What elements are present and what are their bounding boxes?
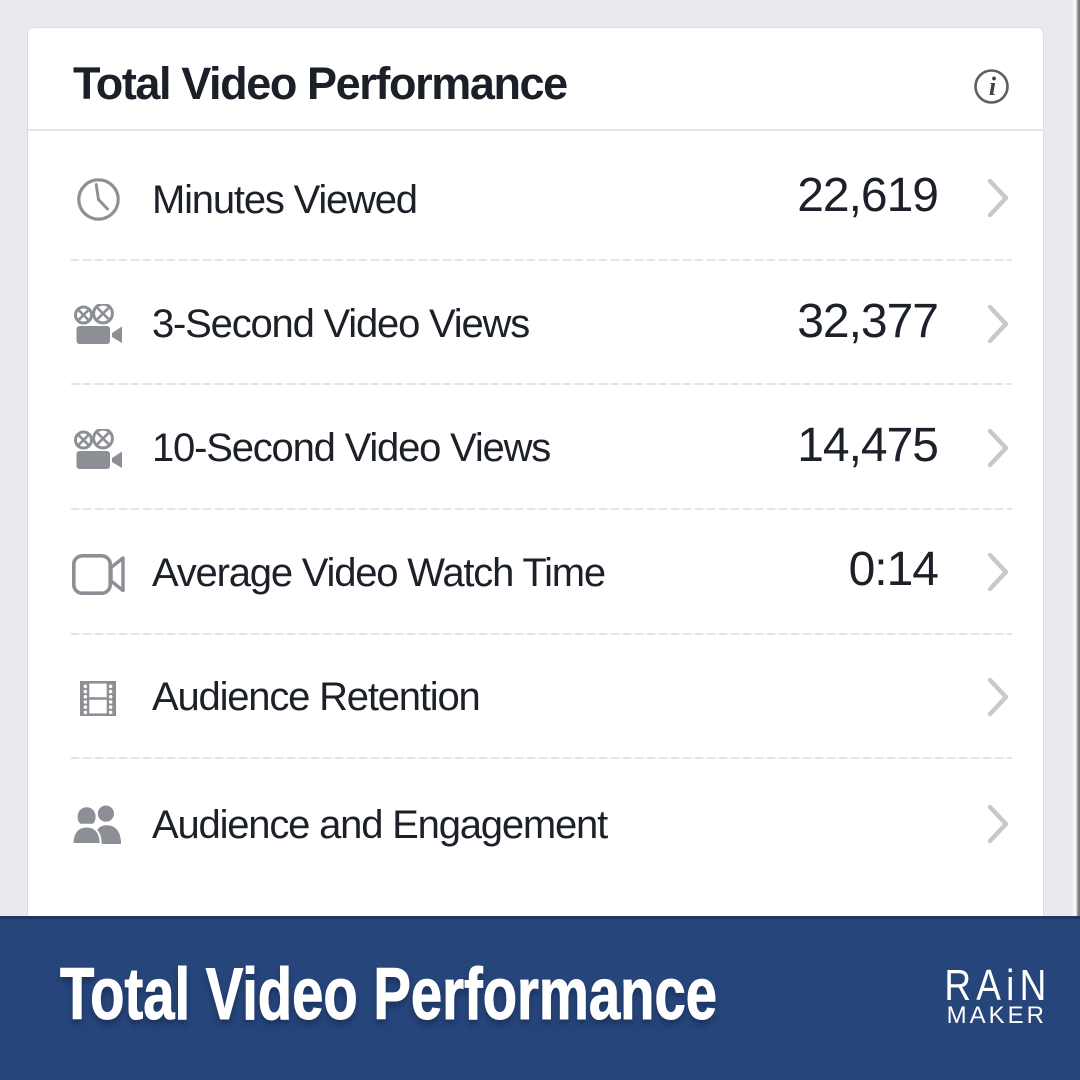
svg-text:i: i <box>989 72 997 101</box>
